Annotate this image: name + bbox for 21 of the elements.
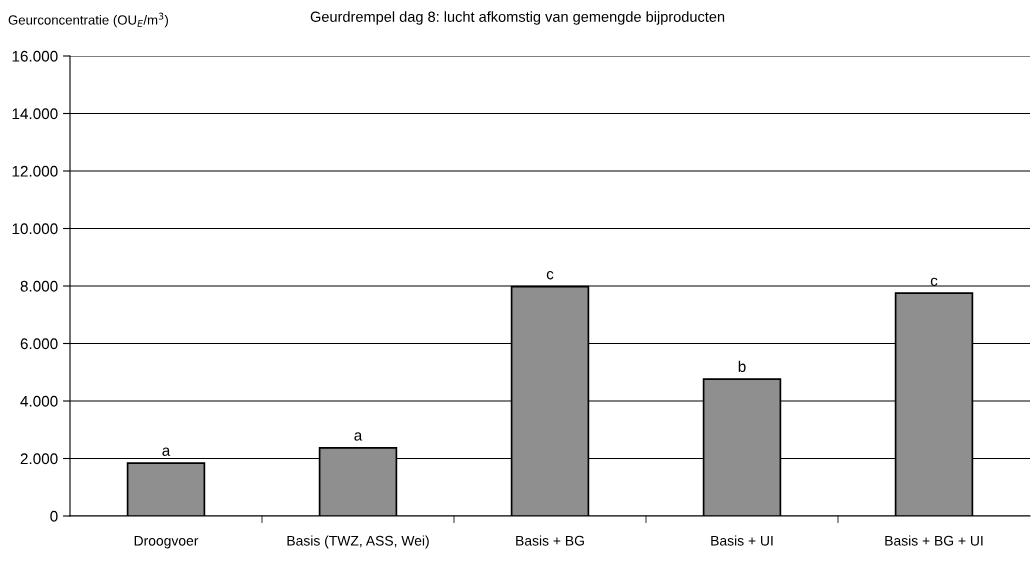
annotation: c [930,277,938,286]
x-tick-label: Basis + BG [516,535,584,546]
y-tick-label: 0 [50,510,58,522]
x-tick-label: Basis (TWZ, ASS, Wei) [287,535,429,549]
y-tick-label: 14.000 [12,108,58,120]
y-tick-label: 12.000 [12,165,58,177]
annotation: b [738,360,746,372]
y-tick-label: 16.000 [12,50,58,62]
annotation: c [546,271,554,280]
chart-title: Geurdrempel dag 8: lucht afkomstig van gemengde bijproducten [310,11,725,25]
y-tick-label: 2.000 [20,453,58,465]
y-tick-label: 4.000 [20,395,58,407]
x-tick-label: Droogvoer [134,535,199,549]
x-tick-label: Basis + UI [711,535,773,546]
y-tick-label: 10.000 [12,223,58,235]
annotation: a [354,432,363,441]
x-tick-label: Basis + BG + UI [885,535,983,546]
y-tick-label: 8.000 [20,280,58,292]
annotation: a [162,447,171,456]
y-tick-label: 6.000 [20,338,58,350]
y-axis-title: Geurconcentratie (OU$_{E}$/m$^{3}$) [8,12,168,28]
